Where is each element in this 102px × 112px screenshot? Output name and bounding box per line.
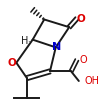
Text: O: O xyxy=(80,55,87,65)
Text: H: H xyxy=(21,36,29,46)
Text: OH: OH xyxy=(85,76,100,86)
Text: ·: · xyxy=(28,38,30,47)
Text: N: N xyxy=(52,42,61,52)
Text: O: O xyxy=(7,58,16,68)
Text: O: O xyxy=(76,14,85,24)
